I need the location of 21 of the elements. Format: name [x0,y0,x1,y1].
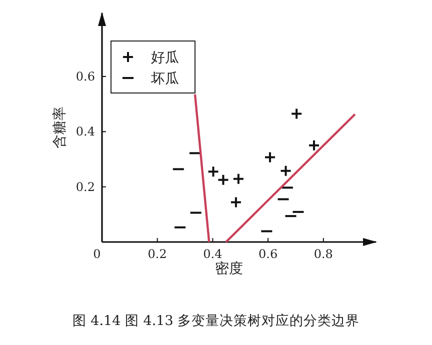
x-tick-label: 0.8 [314,247,333,261]
point [232,172,244,185]
point [264,151,276,164]
x-tick-label: 0.4 [203,247,223,261]
y-tick-label: 0.6 [76,69,95,84]
legend-label: 坏瓜 [150,71,179,87]
x-tick-label: 0.6 [258,247,278,261]
legend-label: 好瓜 [151,50,179,66]
y-tick-label: 0.4 [76,124,96,139]
y-tick-label: 0.2 [76,180,95,194]
point [230,196,242,208]
point [290,108,303,120]
x-tick-label: 0 [93,247,101,261]
x-axis-title: 密度 [215,261,243,277]
point [217,174,230,186]
point [280,164,292,177]
point [308,139,320,152]
y-axis-title: 含糖率 [52,106,68,148]
point [207,166,220,178]
x-tick-label: 0.2 [148,247,167,261]
caption: 图 4.14 图 4.13 多变量决策树对应的分类边界 [72,313,360,329]
